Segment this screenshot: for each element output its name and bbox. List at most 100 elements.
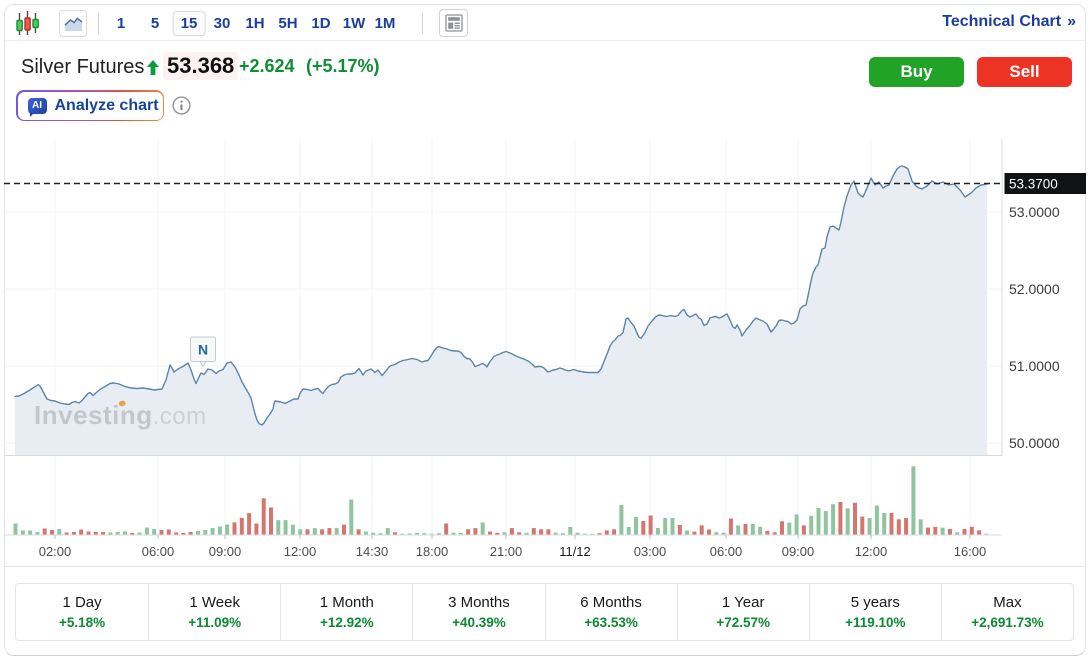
volume-bar (86, 531, 91, 535)
volume-bar (57, 529, 62, 535)
time-axis-label: 11/12 (559, 544, 591, 559)
timeframe-button-1[interactable]: 1 (116, 15, 126, 32)
volume-bar (904, 518, 909, 535)
performance-value: +119.10% (845, 615, 906, 630)
volume-bar (166, 529, 171, 535)
volume-bar (196, 531, 200, 535)
volume-bar (217, 526, 222, 535)
volume-bar (225, 524, 230, 535)
volume-bar (502, 532, 507, 535)
sell-button[interactable]: Sell (977, 57, 1072, 87)
volume-bar (772, 532, 777, 535)
volume-bar (290, 524, 295, 535)
performance-cell-3-months[interactable]: 3 Months +40.39% (412, 584, 544, 640)
volume-bar (568, 527, 573, 535)
volume-bar (663, 518, 668, 535)
area-chart-icon (63, 17, 82, 31)
performance-cell-1-week[interactable]: 1 Week +11.09% (148, 584, 280, 640)
volume-bar (845, 508, 850, 535)
performance-period-label: Max (993, 594, 1022, 611)
performance-cell-1-year[interactable]: 1 Year +72.57% (676, 584, 809, 640)
timeframe-button-5[interactable]: 5 (150, 15, 160, 32)
volume-bar (488, 531, 492, 535)
info-icon-glyph (172, 96, 191, 115)
volume-bar (137, 532, 142, 535)
price-axis-label: 51.0000 (1009, 358, 1060, 374)
volume-bar (969, 526, 974, 535)
volume-bar (816, 508, 821, 535)
analyze-chart-button[interactable]: AI Analyze chart (16, 90, 164, 121)
timeframe-button-1h[interactable]: 1H (245, 15, 265, 32)
volume-bar (736, 525, 741, 535)
buy-button[interactable]: Buy (869, 57, 964, 87)
volume-bar (801, 525, 806, 535)
volume-bar (429, 533, 434, 535)
volume-bar (123, 531, 127, 535)
volume-bar (363, 531, 368, 535)
volume-bar (239, 518, 244, 535)
current-price-badge (1004, 173, 1086, 195)
news-marker[interactable]: N (190, 336, 216, 368)
volume-bar (612, 529, 617, 535)
volume-bar (933, 526, 938, 535)
timeframe-button-1d[interactable]: 1D (311, 15, 331, 32)
performance-value: +2,691.73% (971, 615, 1044, 630)
timeframe-button-1w[interactable]: 1W (342, 15, 366, 32)
volume-bar (393, 532, 398, 535)
performance-cell-6-months[interactable]: 6 Months +63.53% (544, 584, 677, 640)
volume-bar (13, 523, 18, 535)
timeframe-button-5h[interactable]: 5H (278, 15, 298, 32)
volume-bar (597, 533, 602, 535)
ai-icon: AI (27, 97, 47, 117)
timeframe-button-15[interactable]: 15 (172, 11, 206, 36)
volume-bar (546, 529, 551, 535)
volume-bar (254, 523, 259, 535)
volume-bar (918, 519, 923, 535)
timeframe-button-1m[interactable]: 1M (374, 15, 396, 32)
volume-bar (831, 504, 836, 535)
volume-bar (115, 532, 120, 535)
time-axis-label: 16:00 (954, 544, 987, 559)
volume-bar (714, 532, 719, 535)
performance-cell-max[interactable]: Max +2,691.73% (940, 584, 1073, 640)
volume-bar (940, 527, 945, 535)
volume-bar (517, 532, 522, 535)
time-axis-label: 06:00 (710, 544, 743, 559)
volume-bar (604, 530, 609, 535)
technical-chart-link[interactable]: Technical Chart » (942, 13, 1076, 31)
volume-bar (101, 532, 106, 535)
time-axis-label: 12:00 (855, 544, 888, 559)
volume-bar (561, 533, 565, 535)
volume-bar (648, 515, 653, 535)
chevron-right-icon: » (1067, 13, 1076, 30)
performance-value: +12.92% (319, 615, 374, 630)
performance-cell-5-years[interactable]: 5 years +119.10% (808, 584, 941, 640)
timeframe-button-30[interactable]: 30 (213, 15, 231, 32)
volume-bar (896, 519, 901, 535)
volume-bar (619, 505, 624, 535)
toolbar-separator (97, 13, 99, 34)
performance-value: +5.18% (58, 615, 106, 630)
performance-cell-1-month[interactable]: 1 Month +12.92% (280, 584, 412, 640)
info-icon[interactable] (172, 96, 191, 115)
area-chart-icon-button[interactable] (59, 10, 87, 37)
volume-bar (809, 515, 814, 535)
volume-bar (181, 533, 186, 535)
volume-bar (692, 531, 697, 535)
news-icon-button[interactable] (439, 9, 468, 37)
volume-bar (947, 529, 952, 535)
volume-bar (312, 528, 317, 535)
candlestick-icon (16, 11, 39, 35)
performance-cell-1-day[interactable]: 1 Day +5.18% (16, 584, 148, 640)
volume-bar (436, 533, 441, 535)
volume-bar (853, 502, 857, 535)
time-axis-label: 09:00 (782, 544, 815, 559)
volume-bar (634, 517, 638, 535)
time-axis-label: 21:00 (490, 544, 523, 559)
volume-bar (342, 524, 346, 535)
candlestick-chart-icon[interactable] (16, 10, 39, 36)
performance-strip: 1 Day +5.18% 1 Week +11.09% 1 Month +12.92% 3 … (15, 583, 1074, 641)
volume-bar (108, 532, 113, 535)
volume-bar (677, 525, 682, 535)
